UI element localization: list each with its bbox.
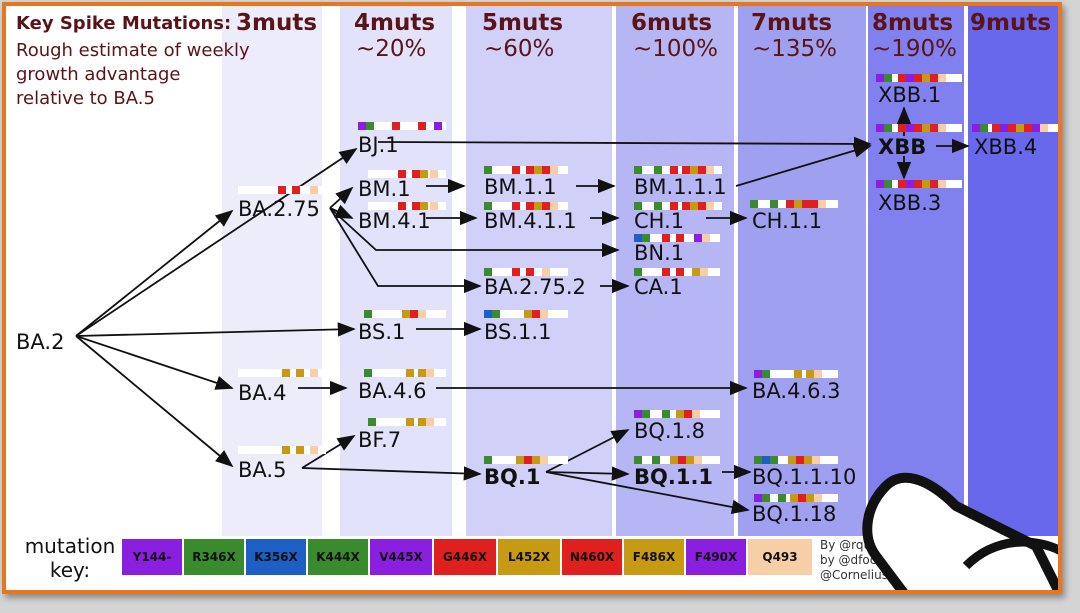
node-bj1: BJ.1 <box>358 133 399 157</box>
node-bm111: BM.1.1.1 <box>634 175 727 199</box>
mutation-bar <box>876 180 962 188</box>
mutation-bar <box>634 166 722 174</box>
mutation-bar <box>750 200 838 208</box>
node-bm1: BM.1 <box>358 177 411 201</box>
mutation-bar <box>754 494 838 502</box>
mutation-bar <box>634 410 720 418</box>
col-pct-8muts: ~190% <box>872 36 958 62</box>
node-ba46: BA.4.6 <box>358 379 427 403</box>
mutation-bar <box>368 170 446 178</box>
lineage-arrows <box>75 106 970 515</box>
node-bq118: BQ.1.18 <box>752 502 837 526</box>
figure-canvas: Key Spike Mutations: Rough estimate of w… <box>6 6 1058 590</box>
key-label-line: key: <box>49 558 91 582</box>
node-ba463: BA.4.6.3 <box>752 379 841 403</box>
key-k444x: K444X <box>308 539 368 575</box>
key-label-line: mutation <box>24 534 116 558</box>
column-bg-8muts <box>868 6 964 536</box>
key-l452x: L452X <box>498 539 560 575</box>
mutation-bar <box>484 166 568 174</box>
mutation-bar <box>634 234 720 242</box>
node-ba2: BA.2 <box>16 330 65 354</box>
chart-title: Key Spike Mutations: <box>16 13 232 34</box>
col-header-7muts: 7muts <box>751 10 833 36</box>
node-bm411: BM.4.1.1 <box>484 209 577 233</box>
mutation-bar <box>368 418 446 426</box>
node-ba5: BA.5 <box>238 458 287 482</box>
mutation-key-label: mutation key: <box>20 534 120 582</box>
key-v445x: V445X <box>370 539 432 575</box>
mutation-bar <box>238 446 326 454</box>
col-pct-4muts: ~20% <box>356 36 427 62</box>
mutation-bar <box>876 74 962 82</box>
node-ba2752: BA.2.75.2 <box>484 275 586 299</box>
node-bq18: BQ.1.8 <box>634 419 706 443</box>
node-bs11: BS.1.1 <box>484 320 552 344</box>
subtitle-line: growth advantage <box>16 64 181 85</box>
col-header-9muts: 9muts <box>970 10 1052 36</box>
mutation-bar <box>358 122 446 130</box>
mutation-bar <box>484 268 568 276</box>
mutation-bar <box>484 310 568 318</box>
node-bq1: BQ.1 <box>484 465 541 489</box>
node-ch11: CH.1.1 <box>752 209 823 233</box>
node-bm11: BM.1.1 <box>484 175 557 199</box>
mutation-bar <box>364 310 446 318</box>
node-ba4: BA.4 <box>238 381 287 405</box>
col-header-5muts: 5muts <box>482 10 564 36</box>
col-pct-6muts: ~100% <box>633 36 719 62</box>
mutation-bar <box>634 456 720 464</box>
key-r346x: R346X <box>184 539 244 575</box>
col-header-8muts: 8muts <box>872 10 954 36</box>
key-f486x: F486X <box>624 539 684 575</box>
subtitle-line: relative to BA.5 <box>16 88 155 109</box>
figure-frame: Key Spike Mutations: Rough estimate of w… <box>2 2 1062 594</box>
key-f490x: F490X <box>686 539 746 575</box>
mutation-bar <box>634 202 722 210</box>
node-ca1: CA.1 <box>634 275 683 299</box>
col-header-6muts: 6muts <box>631 10 713 36</box>
mutation-bar <box>484 202 568 210</box>
node-xbb: XBB <box>878 135 927 159</box>
mutation-bar <box>238 369 326 377</box>
column-bg-4muts <box>340 6 452 536</box>
node-ba275: BA.2.75 <box>238 197 320 221</box>
column-bg-7muts <box>738 6 866 536</box>
key-y144: Y144- <box>122 539 182 575</box>
node-xbb3: XBB.3 <box>878 191 942 215</box>
mutation-bar <box>754 370 838 378</box>
mutation-bar <box>238 186 326 194</box>
node-bq11: BQ.1.1 <box>634 465 714 489</box>
subtitle: Rough estimate of weekly growth advantag… <box>16 39 286 111</box>
node-bf7: BF.7 <box>358 428 402 452</box>
key-n460x: N460X <box>562 539 622 575</box>
column-bg-9muts <box>968 6 1058 536</box>
mutation-bar <box>484 456 568 464</box>
node-xbb1: XBB.1 <box>878 83 942 107</box>
pointing-hand-icon <box>862 472 1058 590</box>
col-pct-5muts: ~60% <box>484 36 555 62</box>
mutation-bar <box>634 268 720 276</box>
node-bm41: BM.4.1 <box>358 209 431 233</box>
mutation-bar <box>754 456 838 464</box>
col-pct-7muts: ~135% <box>752 36 838 62</box>
mutation-bar <box>364 369 446 377</box>
node-bq1110: BQ.1.1.10 <box>752 465 857 489</box>
subtitle-line: Rough estimate of weekly <box>16 40 250 61</box>
node-bn1: BN.1 <box>634 241 685 265</box>
key-g446x: G446X <box>434 539 496 575</box>
node-bs1: BS.1 <box>358 320 406 344</box>
key-k356x: K356X <box>246 539 306 575</box>
mutation-bar <box>972 124 1058 132</box>
mutation-bar <box>368 202 446 210</box>
node-ch1: CH.1 <box>634 209 685 233</box>
node-xbb4: XBB.4 <box>974 135 1038 159</box>
col-header-4muts: 4muts <box>354 10 436 36</box>
key-q493: Q493 <box>748 539 812 575</box>
mutation-bar <box>876 124 962 132</box>
col-header-3muts: 3muts <box>236 10 318 36</box>
credit-line: By @rquil <box>820 538 878 552</box>
